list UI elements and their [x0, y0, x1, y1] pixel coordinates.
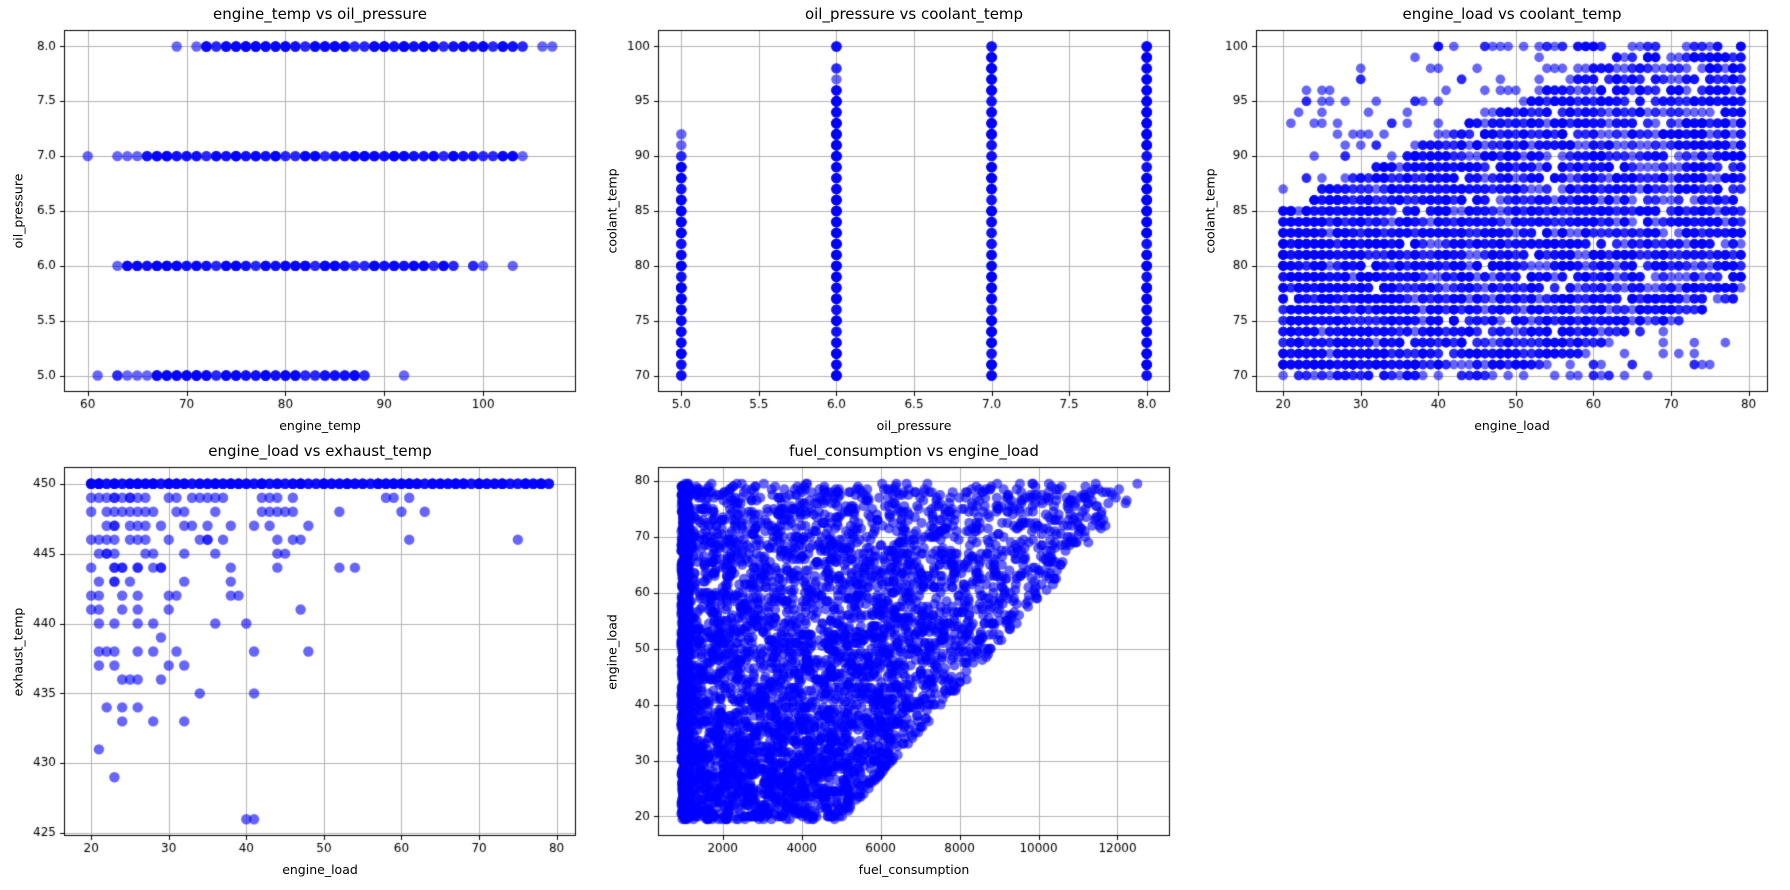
- subplot-2-ylabel: coolant_temp: [1202, 168, 1218, 254]
- subplot-0-title: engine_temp vs oil_pressure: [213, 5, 427, 23]
- subplot-2-title: engine_load vs coolant_temp: [1402, 5, 1622, 23]
- subplot-2-plot-area: [1256, 30, 1768, 392]
- subplot-1-title: oil_pressure vs coolant_temp: [804, 5, 1024, 23]
- subplot-2-xlabel: engine_load: [1474, 418, 1550, 433]
- subplot-0-xlabel: engine_temp: [279, 418, 361, 433]
- subplot-4-plot-area: [658, 467, 1170, 836]
- subplot-4-ylabel: engine_load: [604, 613, 620, 690]
- subplot-3-ylabel: exhaust_temp: [10, 607, 26, 696]
- subplot-0-ylabel: oil_pressure: [10, 173, 26, 249]
- subplot-1-ylabel: coolant_temp: [604, 168, 620, 254]
- subplot-4-xlabel: fuel_consumption: [858, 862, 970, 877]
- subplot-3-plot-area: [64, 467, 576, 836]
- subplot-1-plot-area: [658, 30, 1170, 392]
- subplot-3-title: engine_load vs exhaust_temp: [208, 442, 432, 460]
- subplot-0-plot-area: [64, 30, 576, 392]
- subplot-4-title: fuel_consumption vs engine_load: [789, 442, 1039, 460]
- subplot-3-xlabel: engine_load: [282, 862, 358, 877]
- subplot-1-xlabel: oil_pressure: [876, 418, 952, 433]
